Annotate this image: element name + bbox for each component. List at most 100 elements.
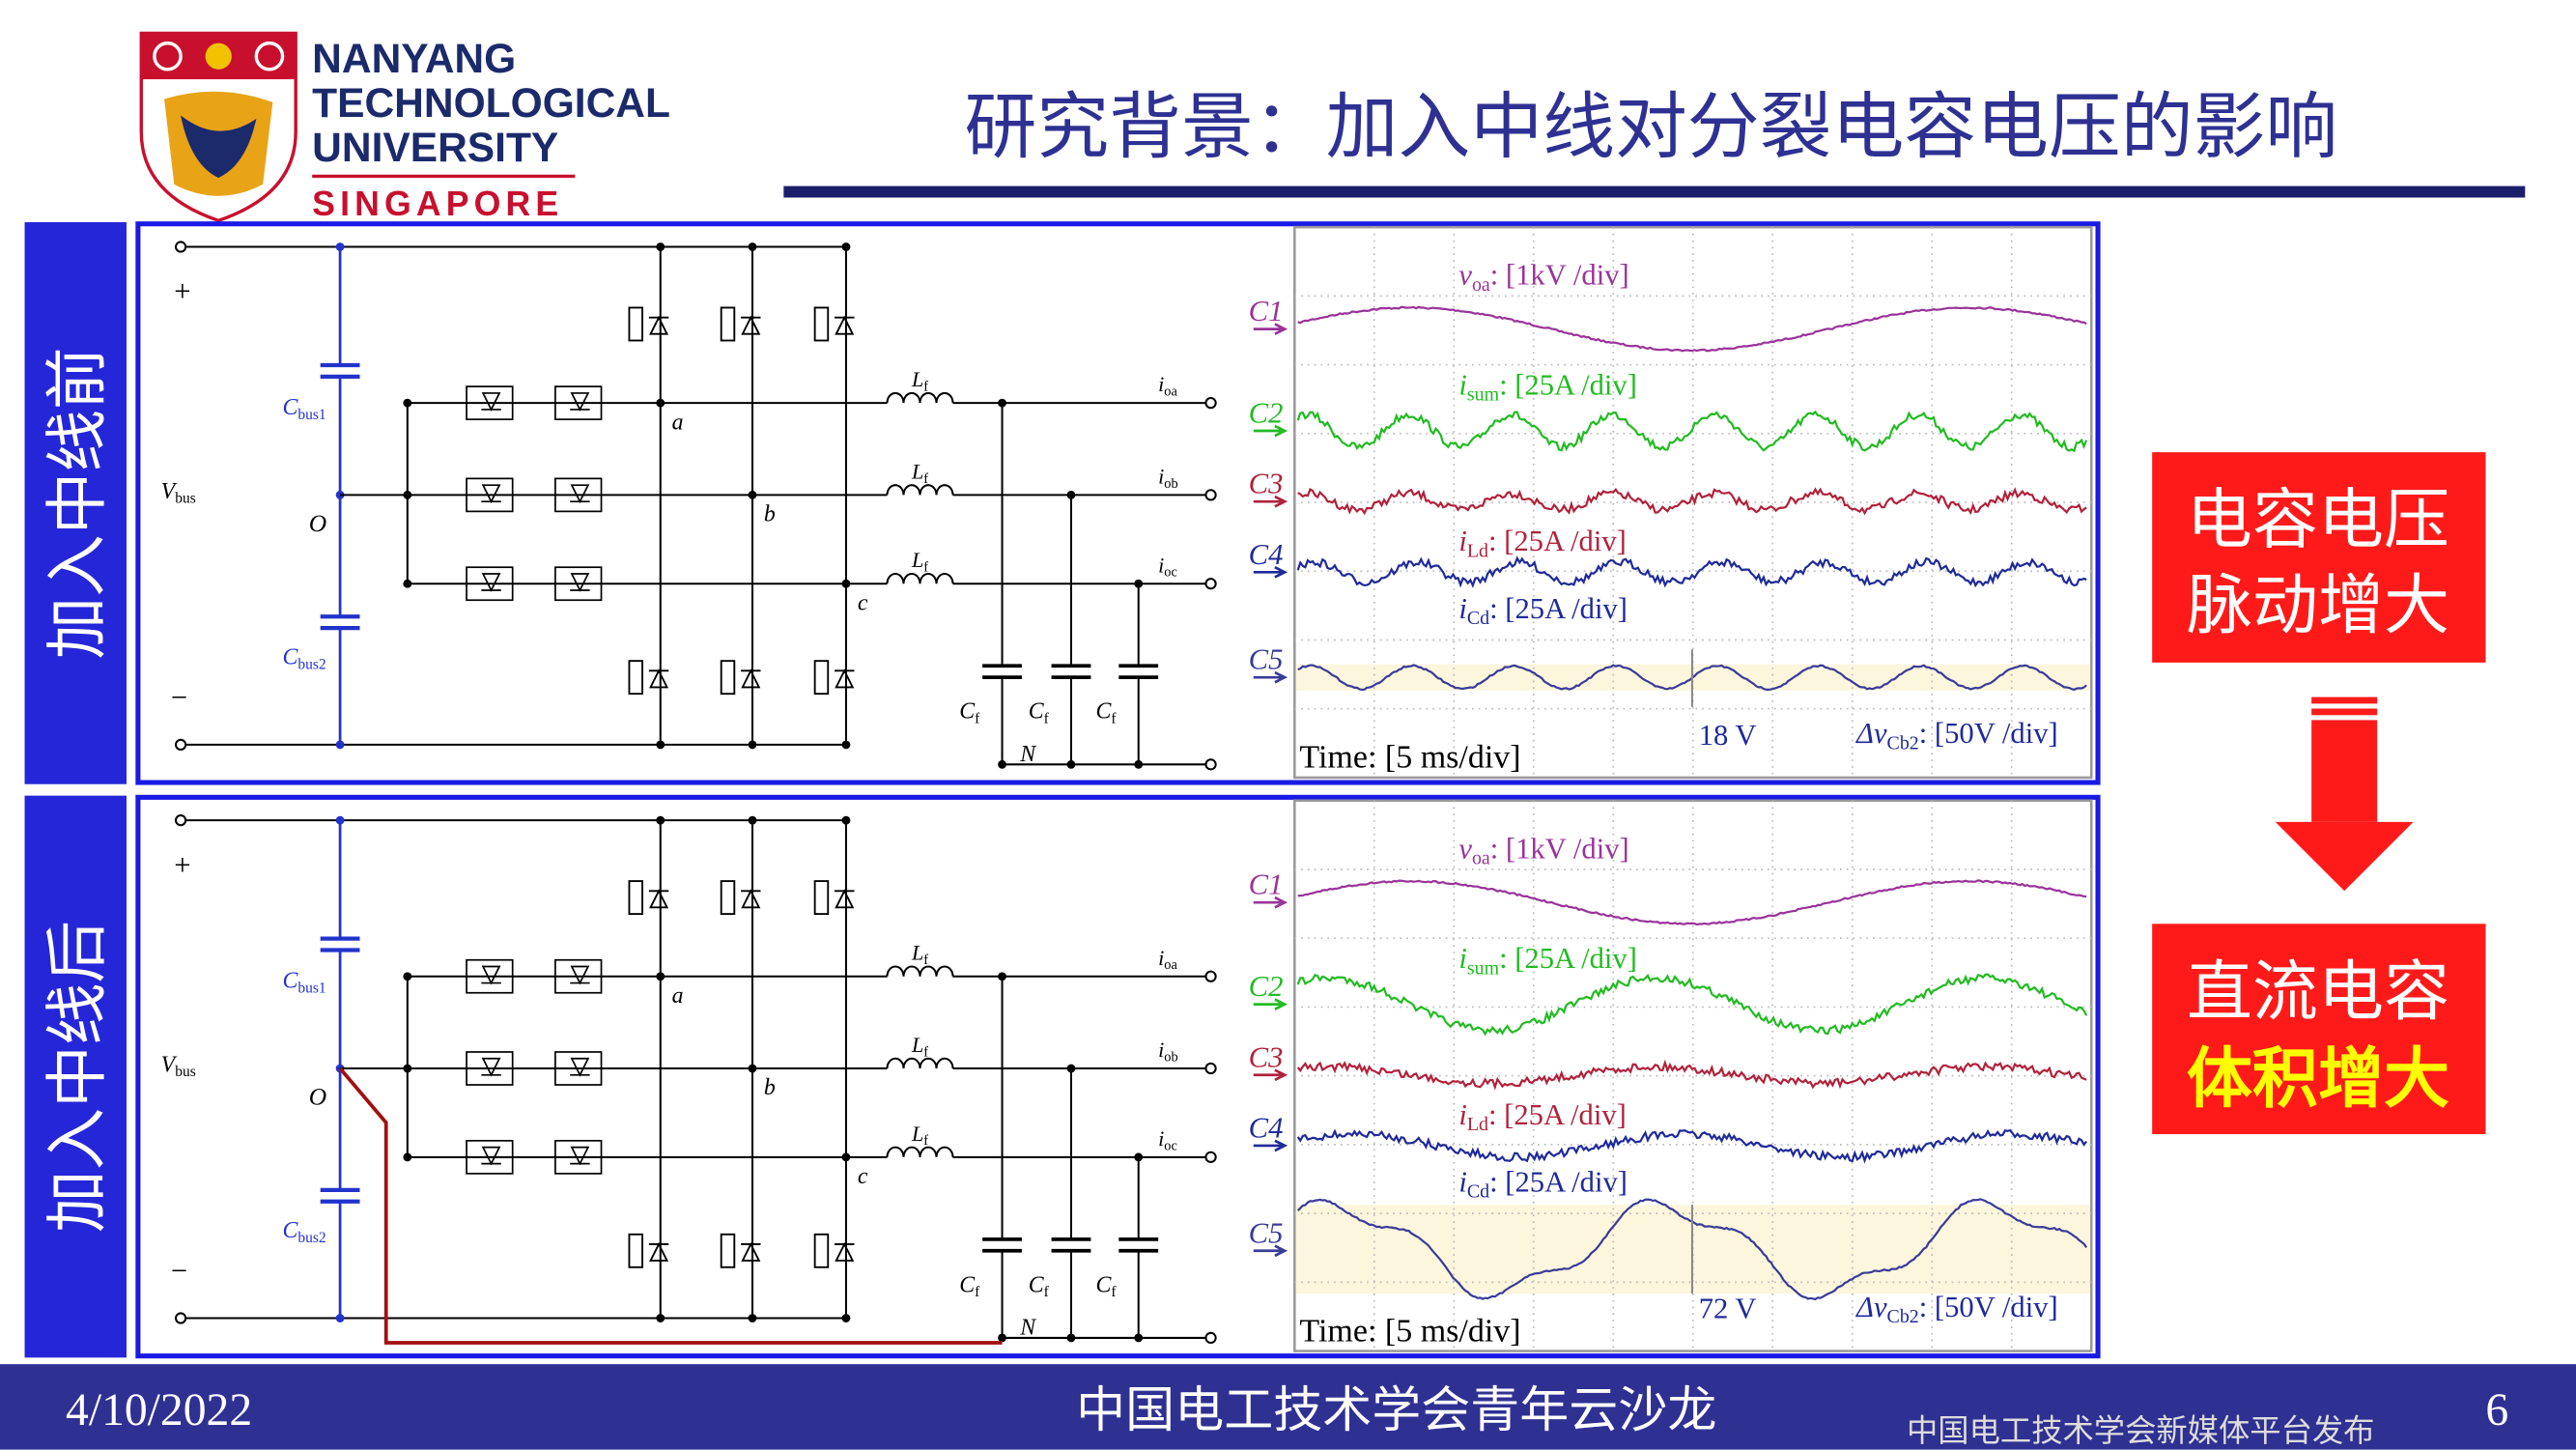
terminal <box>174 814 187 827</box>
label: Cf <box>1095 1272 1117 1300</box>
inductor <box>886 1146 954 1157</box>
diode <box>648 315 669 335</box>
label-main: L <box>911 941 923 965</box>
logo-text: UNIVERSITY <box>312 126 558 171</box>
label-main: i <box>1158 464 1164 488</box>
label-sub: f <box>923 1044 928 1060</box>
terminal <box>1204 397 1217 410</box>
diode <box>570 1146 590 1166</box>
label: iLd: [25A /div] <box>1458 525 1626 561</box>
label-sub: sum <box>1467 384 1500 406</box>
inductor <box>886 573 954 584</box>
label: Lf <box>911 1122 928 1149</box>
channel-name: C3 <box>1249 1040 1284 1073</box>
label-sub: bus1 <box>297 980 326 996</box>
title: 研究背景：加入中线对分裂电容电压的影响 <box>965 88 2338 168</box>
switch <box>628 660 643 696</box>
label-sub: f <box>1111 1284 1117 1300</box>
label-rest: : [25A /div] <box>1499 942 1637 975</box>
scope-trace <box>1297 305 2087 353</box>
node-dot <box>403 579 412 588</box>
logo-subtext: SINGAPORE <box>312 185 563 223</box>
label: Cbus1 <box>283 395 326 423</box>
logo-text: TECHNOLOGICAL <box>312 81 670 127</box>
label-main: i <box>1158 946 1164 970</box>
ripple-value: 72 V <box>1699 1293 1757 1325</box>
switch <box>720 306 736 342</box>
diode <box>741 1241 761 1262</box>
label-sub: f <box>975 710 980 726</box>
time-label: Time: [5 ms/div] <box>1299 1313 1520 1349</box>
terminal-sign: + <box>174 275 190 308</box>
conclusion-text: 电容电压 <box>2187 484 2449 557</box>
terminal <box>174 1312 187 1324</box>
label-main: L <box>911 1033 923 1057</box>
label-main: i <box>1458 369 1467 402</box>
label-main: C <box>1029 1272 1045 1297</box>
label-main: Δv <box>1854 717 1887 750</box>
node-dot <box>656 740 665 750</box>
label-sub: sum <box>1467 957 1500 979</box>
footer-date: 4/10/2022 <box>66 1385 252 1436</box>
switch <box>813 306 830 342</box>
label-main: C <box>959 1272 976 1297</box>
label-sub: Ld <box>1467 540 1488 561</box>
switch-box <box>466 958 514 994</box>
label-main: V <box>161 1052 178 1077</box>
switch <box>720 1233 736 1268</box>
label-main: i <box>1458 1166 1467 1199</box>
node-dot <box>1134 579 1144 588</box>
scope-trace <box>1296 1059 2087 1091</box>
diode <box>481 1146 501 1166</box>
footer-event: 中国电工技术学会青年云沙龙 <box>1076 1384 1716 1438</box>
node-label: O <box>309 509 326 537</box>
channel-marker <box>1253 1068 1288 1082</box>
label-sub: Cd <box>1467 608 1489 629</box>
node-dot <box>748 1314 757 1322</box>
diode <box>481 1057 501 1077</box>
panel-frame <box>135 794 2101 1359</box>
diode <box>741 668 761 689</box>
label-rest: : [25A /div] <box>1499 369 1637 402</box>
label: Cbus2 <box>283 645 326 673</box>
label: isum: [25A /div] <box>1458 369 1637 406</box>
inductor <box>886 484 954 496</box>
terminal <box>1204 758 1217 771</box>
switch <box>628 306 643 342</box>
switch-box <box>554 566 603 602</box>
label: ΔvCb2: [50V /div] <box>1854 1291 2058 1327</box>
node-dot <box>656 815 665 825</box>
time-label: Time: [5 ms/div] <box>1299 740 1520 776</box>
label: iCd: [25A /div] <box>1458 1166 1628 1203</box>
switch-box <box>466 1051 514 1086</box>
node-label: O <box>309 1082 326 1110</box>
diode <box>835 668 855 689</box>
label-main: i <box>1158 1038 1164 1062</box>
label-main: L <box>911 1122 923 1146</box>
diode <box>835 1241 855 1262</box>
label-rest: : [50V /div] <box>1919 717 2058 750</box>
logo-shield <box>139 31 297 223</box>
label-main: C <box>283 969 299 994</box>
label-sub: Cb2 <box>1887 732 1919 753</box>
label-sub: Cd <box>1467 1181 1489 1203</box>
channel-name: C2 <box>1249 397 1284 430</box>
terminal <box>1204 1062 1217 1075</box>
label: Cbus1 <box>283 969 326 997</box>
switch <box>628 1233 643 1268</box>
switch <box>720 880 736 916</box>
label: Lf <box>911 459 928 486</box>
label: Lf <box>911 1033 928 1060</box>
channel-name: C1 <box>1249 295 1284 327</box>
switch-box <box>554 1139 603 1175</box>
label-sub: ob <box>1164 476 1177 492</box>
label: ioa <box>1158 946 1177 973</box>
label-rest: : [25A /div] <box>1489 1166 1628 1199</box>
scope-trace <box>1297 487 2087 516</box>
label-sub: bus <box>175 491 196 507</box>
phase-label: a <box>672 983 684 1009</box>
label-sub: f <box>923 952 928 968</box>
switch-box <box>466 477 514 513</box>
